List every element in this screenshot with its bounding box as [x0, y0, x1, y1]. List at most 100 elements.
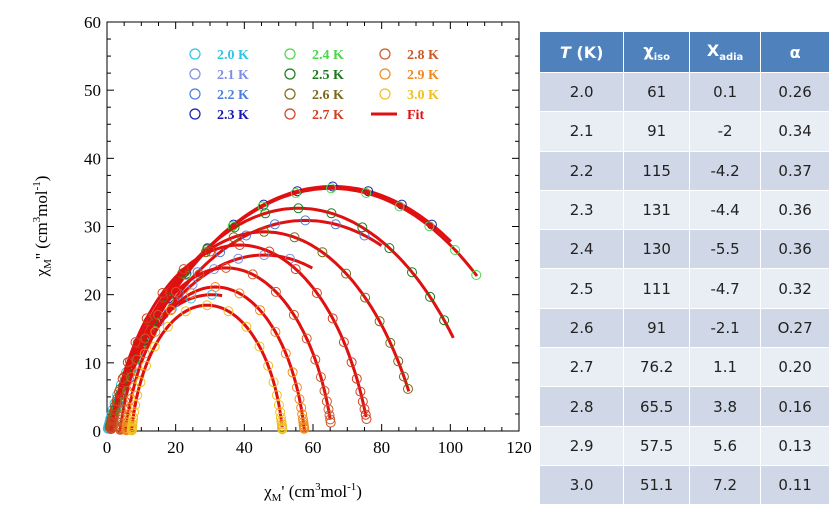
table-cell: 2.0 — [540, 71, 625, 112]
data-point — [221, 262, 231, 273]
y-tick-label: 10 — [84, 354, 101, 373]
fit-curve — [109, 243, 368, 432]
data-point — [326, 208, 337, 219]
data-point — [260, 208, 271, 219]
table-cell: -2 — [689, 111, 762, 152]
data-point — [393, 356, 404, 367]
data-point — [127, 419, 138, 430]
table-cell: 0.13 — [760, 425, 830, 466]
data-point — [130, 337, 141, 348]
header-alpha: α — [760, 32, 830, 73]
table-row: 2.9 57.5 5.6 0.13 — [540, 425, 830, 466]
data-series — [102, 181, 482, 436]
table-cell: 7.2 — [689, 464, 762, 505]
axis-ticks: 0 20 40 60 80 100 120 0 10 20 30 40 50 60 — [84, 13, 532, 457]
data-point — [257, 201, 268, 212]
table-cell: 0.20 — [760, 347, 830, 387]
data-point — [360, 409, 371, 420]
data-point — [424, 221, 435, 232]
x-tick-label: 20 — [167, 438, 184, 457]
header-temperature: T (K) — [540, 32, 625, 73]
data-point — [228, 232, 239, 243]
table-row: 2.5 111 -4.7 0.32 — [540, 268, 830, 309]
data-point — [351, 373, 362, 384]
data-point — [301, 333, 312, 344]
data-point — [321, 396, 332, 407]
plot-frame — [106, 21, 520, 432]
table-header-row: T (K) χiso Xadia α — [540, 32, 830, 73]
legend-marker — [379, 88, 391, 100]
legend-marker — [189, 108, 201, 120]
table-cell: 0.1 — [689, 71, 762, 112]
legend-marker — [284, 68, 296, 80]
table-cell: 91 — [623, 307, 690, 348]
table-cell: 0.34 — [760, 111, 830, 152]
table-cell: 0.32 — [760, 268, 830, 309]
legend-marker — [379, 48, 391, 60]
data-point — [384, 243, 395, 254]
data-point — [128, 412, 139, 423]
data-point — [310, 354, 321, 365]
x-tick-label: 80 — [373, 438, 390, 457]
data-point — [210, 282, 221, 292]
table-cell: 0.37 — [760, 150, 830, 191]
data-point — [403, 383, 413, 394]
data-point — [317, 247, 328, 258]
data-point — [254, 341, 265, 352]
data-point — [135, 377, 146, 388]
data-point — [398, 371, 409, 382]
table-cell: 1.1 — [689, 347, 762, 387]
table-cell: 2.8 — [540, 386, 625, 427]
legend-label: 2.0 K — [217, 48, 249, 63]
data-point — [130, 400, 141, 410]
data-point — [327, 181, 338, 192]
data-point — [241, 321, 252, 332]
data-point — [326, 183, 336, 194]
fit-curve — [107, 230, 411, 432]
table-cell: 111 — [623, 268, 690, 309]
data-point — [471, 270, 482, 280]
table-cell: 91 — [623, 111, 690, 152]
data-point — [153, 309, 163, 320]
y-tick-label: 40 — [84, 149, 101, 168]
table-row: 2.4 130 -5.5 0.36 — [540, 229, 830, 269]
data-point — [291, 382, 302, 393]
legend-label: 2.5 K — [312, 68, 344, 83]
data-point — [385, 337, 396, 348]
table-cell: 61 — [623, 71, 690, 112]
data-point — [264, 246, 275, 257]
data-point — [327, 313, 338, 324]
legend-marker — [189, 88, 201, 100]
data-point — [341, 268, 352, 279]
data-point — [114, 386, 124, 397]
data-point — [325, 414, 336, 425]
table-row: 2.6 91 -2.1 O.27 — [540, 307, 830, 348]
table-cell: -2.1 — [689, 307, 762, 348]
x-tick-label: 0 — [103, 438, 112, 457]
data-point — [150, 326, 161, 337]
table-cell: -4.4 — [689, 189, 762, 230]
y-tick-label: 30 — [84, 218, 101, 237]
data-point — [149, 341, 160, 352]
series-2-6K — [104, 226, 413, 433]
data-point — [171, 286, 181, 297]
table-cell: 130 — [623, 229, 690, 269]
data-point — [311, 288, 322, 298]
data-point — [360, 292, 371, 303]
y-tick-label: 50 — [84, 81, 101, 100]
data-point — [223, 306, 234, 317]
data-point — [346, 357, 357, 368]
table-cell: 65.5 — [623, 386, 690, 427]
table-cell: 3.0 — [540, 464, 625, 505]
x-tick-label: 60 — [305, 438, 322, 457]
table-row: 2.0 61 0.1 0.26 — [540, 71, 830, 112]
table-row: 3.0 51.1 7.2 0.11 — [540, 464, 830, 505]
table-cell: -4.7 — [689, 268, 762, 309]
header-x-adia: Xadia — [689, 32, 762, 73]
table-row: 2.8 65.5 3.8 0.16 — [540, 386, 830, 427]
data-point — [263, 360, 274, 371]
data-point — [186, 288, 197, 299]
data-point — [162, 321, 173, 332]
table-cell: 5.6 — [689, 425, 762, 466]
